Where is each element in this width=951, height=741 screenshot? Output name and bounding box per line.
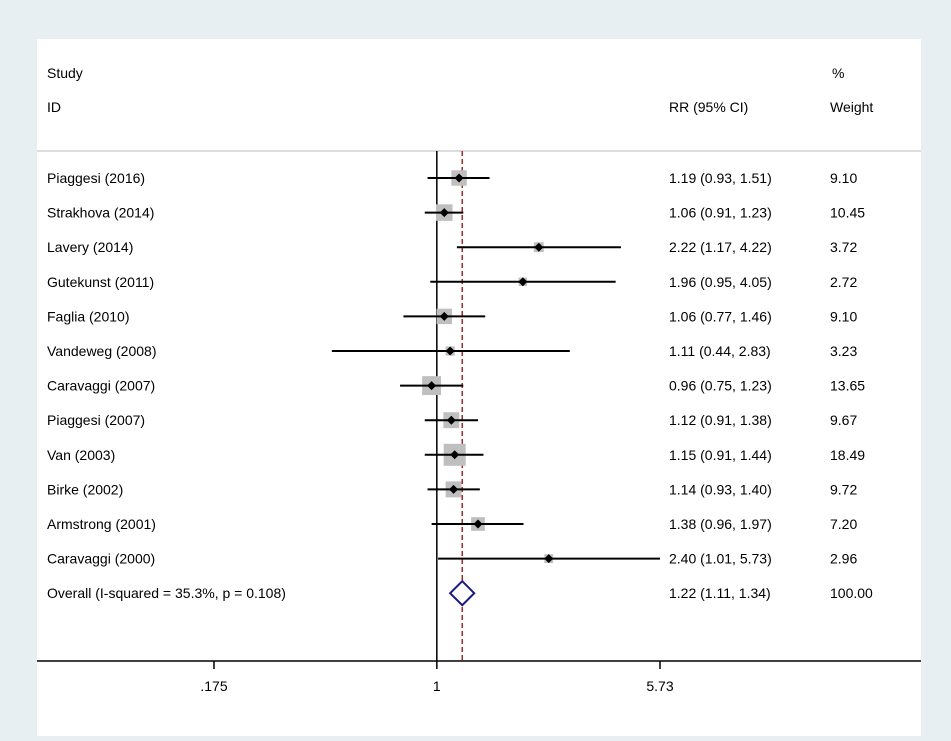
study-point bbox=[454, 173, 464, 183]
overall-row: Overall (I-squared = 35.3%, p = 0.108) 1.… bbox=[47, 579, 873, 607]
study-point bbox=[445, 346, 455, 356]
overall-diamond bbox=[448, 579, 476, 607]
study-row: Strakhova (2014) 1.06 (0.91, 1.23) 10.45 bbox=[47, 204, 865, 221]
study-weight: 9.72 bbox=[830, 481, 857, 497]
study-label: Piaggesi (2016) bbox=[47, 170, 145, 186]
x-tick-label: .175 bbox=[200, 678, 227, 694]
study-row: Faglia (2010) 1.06 (0.77, 1.46) 9.10 bbox=[47, 308, 857, 324]
x-tick-label: 5.73 bbox=[646, 678, 673, 694]
overall-weight: 100.00 bbox=[830, 585, 873, 601]
study-weight: 18.49 bbox=[830, 447, 865, 463]
study-weight: 2.96 bbox=[830, 551, 857, 567]
study-label: Gutekunst (2011) bbox=[47, 274, 154, 290]
study-rr-ci: 0.96 (0.75, 1.23) bbox=[669, 378, 772, 394]
study-point bbox=[450, 450, 460, 460]
header-id: ID bbox=[47, 99, 61, 115]
study-rr-ci: 1.12 (0.91, 1.38) bbox=[669, 412, 772, 428]
forest-plot-svg: Study ID RR (95% CI) % Weight Piaggesi (… bbox=[37, 65, 921, 694]
study-rr-ci: 1.96 (0.95, 4.05) bbox=[669, 274, 772, 290]
study-weight: 2.72 bbox=[830, 274, 857, 290]
study-point bbox=[449, 484, 459, 494]
study-row: Lavery (2014) 2.22 (1.17, 4.22) 3.72 bbox=[47, 239, 857, 255]
study-label: Van (2003) bbox=[47, 447, 115, 463]
study-row: Van (2003) 1.15 (0.91, 1.44) 18.49 bbox=[47, 443, 865, 466]
study-row: Piaggesi (2016) 1.19 (0.93, 1.51) 9.10 bbox=[47, 170, 857, 186]
study-rr-ci: 1.06 (0.77, 1.46) bbox=[669, 308, 772, 324]
study-rr-ci: 1.14 (0.93, 1.40) bbox=[669, 481, 772, 497]
study-point bbox=[439, 208, 449, 218]
header-study: Study bbox=[47, 65, 83, 81]
study-label: Armstrong (2001) bbox=[47, 516, 156, 532]
study-label: Strakhova (2014) bbox=[47, 205, 154, 221]
study-weight: 3.23 bbox=[830, 343, 857, 359]
study-label: Lavery (2014) bbox=[47, 239, 133, 255]
header-weight: Weight bbox=[830, 99, 873, 115]
study-row: Gutekunst (2011) 1.96 (0.95, 4.05) 2.72 bbox=[47, 274, 857, 290]
study-row: Caravaggi (2000) 2.40 (1.01, 5.73) 2.96 bbox=[47, 551, 857, 567]
study-rr-ci: 1.15 (0.91, 1.44) bbox=[669, 447, 772, 463]
study-rr-ci: 2.40 (1.01, 5.73) bbox=[669, 551, 772, 567]
study-point bbox=[427, 381, 437, 391]
study-weight: 3.72 bbox=[830, 239, 857, 255]
study-point bbox=[446, 415, 456, 425]
study-rr-ci: 1.38 (0.96, 1.97) bbox=[669, 516, 772, 532]
study-rr-ci: 1.11 (0.44, 2.83) bbox=[669, 343, 771, 359]
overall-label: Overall (I-squared = 35.3%, p = 0.108) bbox=[47, 585, 286, 601]
header-percent: % bbox=[832, 65, 844, 81]
study-point bbox=[534, 242, 544, 252]
study-weight: 7.20 bbox=[830, 516, 857, 532]
study-row: Armstrong (2001) 1.38 (0.96, 1.97) 7.20 bbox=[47, 516, 857, 532]
study-label: Faglia (2010) bbox=[47, 308, 130, 324]
study-rr-ci: 1.19 (0.93, 1.51) bbox=[669, 170, 772, 186]
study-label: Vandeweg (2008) bbox=[47, 343, 156, 359]
study-rr-ci: 1.06 (0.91, 1.23) bbox=[669, 205, 772, 221]
study-label: Birke (2002) bbox=[47, 481, 123, 497]
study-weight: 9.10 bbox=[830, 308, 857, 324]
study-label: Caravaggi (2007) bbox=[47, 378, 155, 394]
study-label: Caravaggi (2000) bbox=[47, 551, 155, 567]
study-point bbox=[439, 311, 449, 321]
header-rr: RR (95% CI) bbox=[669, 99, 748, 115]
study-point bbox=[544, 554, 554, 564]
study-weight: 13.65 bbox=[830, 378, 865, 394]
study-row: Vandeweg (2008) 1.11 (0.44, 2.83) 3.23 bbox=[47, 343, 857, 359]
forest-plot: Study ID RR (95% CI) % Weight Piaggesi (… bbox=[37, 39, 921, 736]
study-row: Birke (2002) 1.14 (0.93, 1.40) 9.72 bbox=[47, 481, 857, 497]
study-row: Piaggesi (2007) 1.12 (0.91, 1.38) 9.67 bbox=[47, 412, 857, 428]
study-row: Caravaggi (2007) 0.96 (0.75, 1.23) 13.65 bbox=[47, 376, 865, 396]
study-rr-ci: 2.22 (1.17, 4.22) bbox=[669, 239, 772, 255]
study-point bbox=[473, 519, 483, 529]
x-tick-label: 1 bbox=[433, 678, 441, 694]
study-weight: 9.10 bbox=[830, 170, 857, 186]
overall-rr-ci: 1.22 (1.11, 1.34) bbox=[669, 585, 771, 601]
study-weight: 9.67 bbox=[830, 412, 857, 428]
study-weight: 10.45 bbox=[830, 205, 865, 221]
study-point bbox=[518, 277, 528, 287]
study-label: Piaggesi (2007) bbox=[47, 412, 145, 428]
